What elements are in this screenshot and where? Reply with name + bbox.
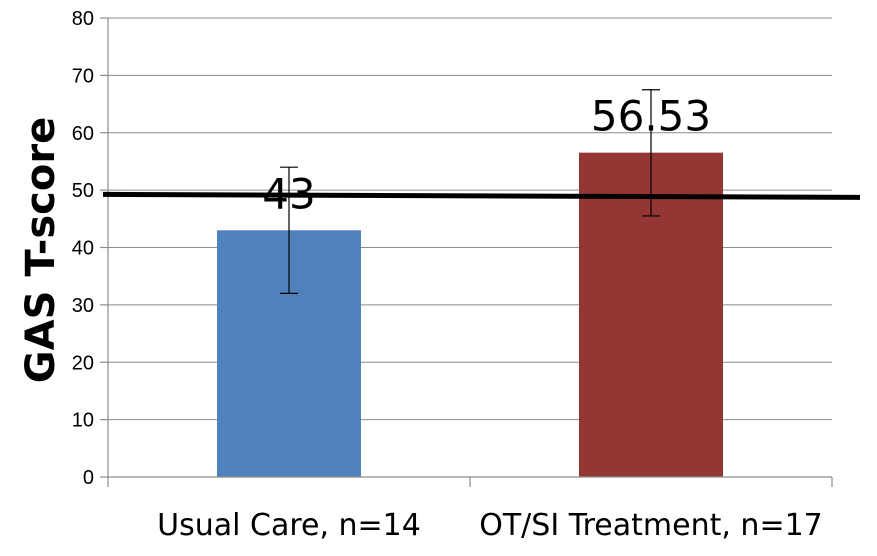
data-labels: 43 56.53 [262,92,711,219]
y-tick-label: 80 [72,8,94,30]
reference-line [102,191,861,200]
data-label-1: 43 [262,169,315,218]
error-bars [280,89,660,294]
axes [107,18,833,487]
y-tick-label: 70 [72,65,94,87]
y-tick-label: 30 [72,295,94,317]
category-label-2: OT/SI Treatment, n=17 [479,508,823,543]
y-axis-title: GAS T-score [18,117,64,383]
reference-line-group [102,191,861,200]
y-tick-label: 10 [72,410,94,432]
data-label-2: 56.53 [591,92,711,141]
y-tick-label: 40 [72,238,94,260]
y-tick-label: 50 [72,180,94,202]
y-tick-label: 60 [72,123,94,145]
y-tick-label: 20 [72,352,94,374]
x-axis-category-labels: Usual Care, n=14 OT/SI Treatment, n=17 [157,508,823,543]
y-axis-tick-labels: 0 10 20 30 40 50 60 70 80 [72,8,94,489]
category-label-1: Usual Care, n=14 [157,508,421,543]
y-tick-label: 0 [83,467,94,489]
